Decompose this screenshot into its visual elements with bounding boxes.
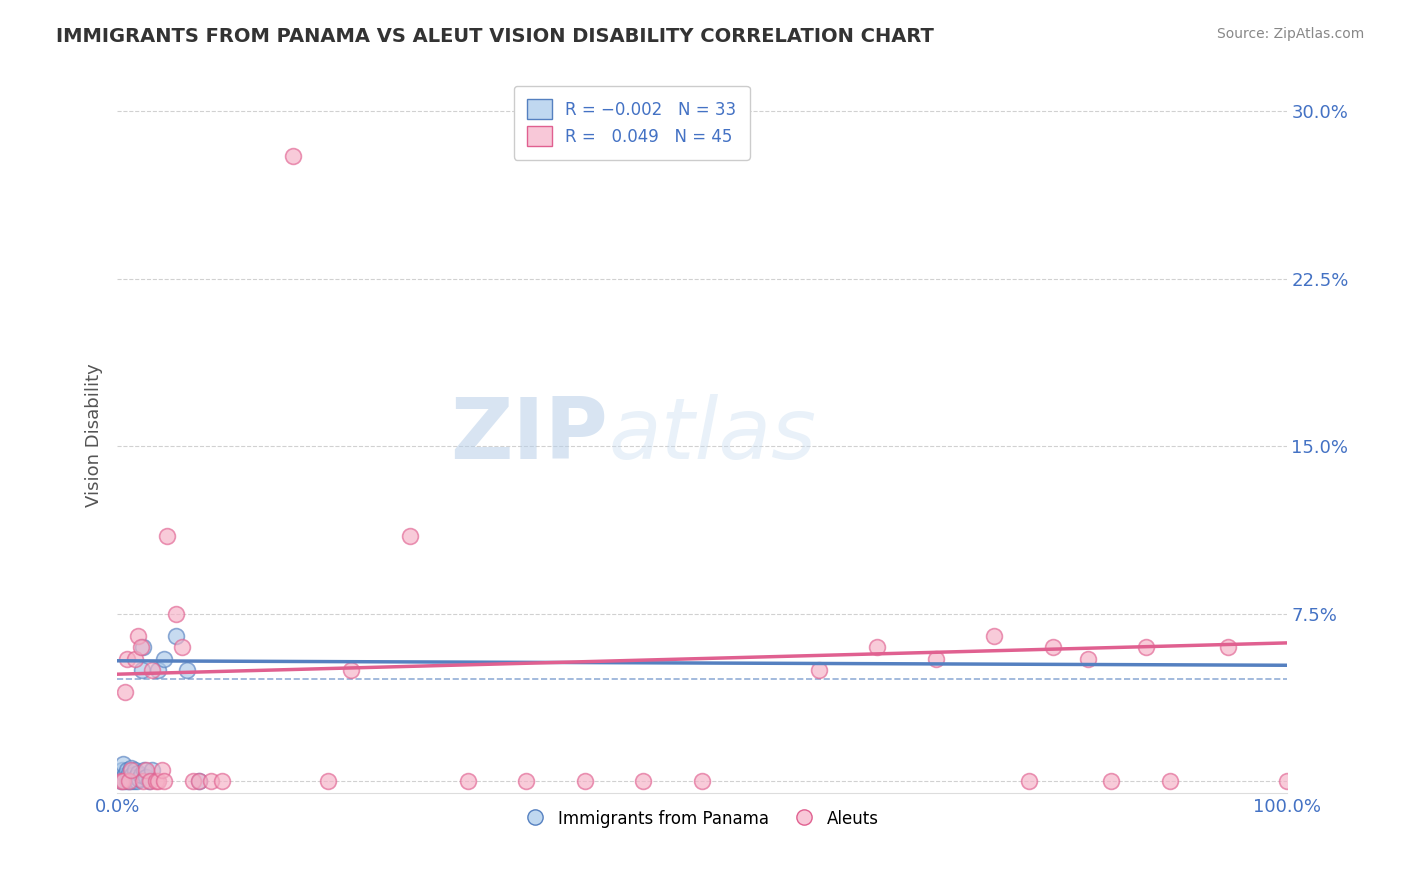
Text: IMMIGRANTS FROM PANAMA VS ALEUT VISION DISABILITY CORRELATION CHART: IMMIGRANTS FROM PANAMA VS ALEUT VISION D… — [56, 27, 934, 45]
Point — [866, 640, 889, 655]
Point — [117, 770, 139, 784]
Point — [141, 663, 163, 677]
Point — [112, 756, 135, 771]
Point — [115, 651, 138, 665]
Point — [1275, 774, 1298, 789]
Point — [156, 528, 179, 542]
Point — [135, 770, 157, 784]
Point — [132, 774, 155, 789]
Point — [110, 774, 132, 789]
Point — [1216, 640, 1239, 655]
Point — [188, 774, 211, 789]
Point — [170, 640, 193, 655]
Point — [118, 774, 141, 789]
Point — [145, 774, 167, 789]
Point — [1018, 774, 1040, 789]
Point — [165, 629, 187, 643]
Point — [120, 761, 142, 775]
Point — [132, 640, 155, 655]
Point — [127, 765, 149, 780]
Point — [114, 685, 136, 699]
Point — [200, 774, 222, 789]
Point — [118, 765, 141, 780]
Point — [127, 629, 149, 643]
Point — [128, 772, 150, 787]
Text: ZIP: ZIP — [450, 393, 609, 476]
Point — [129, 640, 152, 655]
Point — [120, 764, 142, 778]
Point — [111, 764, 134, 778]
Text: atlas: atlas — [609, 393, 817, 476]
Point — [574, 774, 596, 789]
Point — [398, 528, 420, 542]
Point — [807, 663, 830, 677]
Point — [1042, 640, 1064, 655]
Point — [281, 149, 304, 163]
Point — [112, 774, 135, 789]
Point — [316, 774, 339, 789]
Point — [165, 607, 187, 621]
Point — [188, 774, 211, 789]
Point — [118, 774, 141, 789]
Point — [129, 768, 152, 782]
Point — [983, 629, 1005, 643]
Point — [150, 764, 173, 778]
Point — [115, 774, 138, 789]
Point — [146, 774, 169, 789]
Point — [125, 774, 148, 789]
Point — [211, 774, 233, 789]
Point — [340, 663, 363, 677]
Point — [124, 651, 146, 665]
Point — [138, 774, 160, 789]
Point — [181, 774, 204, 789]
Point — [515, 774, 537, 789]
Legend: Immigrants from Panama, Aleuts: Immigrants from Panama, Aleuts — [517, 803, 886, 834]
Point — [110, 774, 132, 789]
Point — [112, 770, 135, 784]
Point — [153, 774, 176, 789]
Point — [124, 764, 146, 778]
Point — [153, 651, 176, 665]
Point — [112, 774, 135, 789]
Point — [125, 770, 148, 784]
Point — [122, 774, 145, 789]
Point — [690, 774, 713, 789]
Point — [1099, 774, 1122, 789]
Point — [114, 768, 136, 782]
Point — [121, 768, 143, 782]
Point — [1135, 640, 1157, 655]
Point — [633, 774, 655, 789]
Point — [1159, 774, 1181, 789]
Point — [131, 663, 153, 677]
Point — [146, 663, 169, 677]
Point — [457, 774, 479, 789]
Point — [118, 772, 141, 787]
Point — [176, 663, 198, 677]
Point — [115, 764, 138, 778]
Point — [1077, 651, 1099, 665]
Y-axis label: Vision Disability: Vision Disability — [86, 363, 103, 507]
Point — [925, 651, 948, 665]
Point — [135, 764, 157, 778]
Point — [141, 764, 163, 778]
Point — [139, 774, 162, 789]
Point — [132, 764, 155, 778]
Text: Source: ZipAtlas.com: Source: ZipAtlas.com — [1216, 27, 1364, 41]
Point — [120, 774, 142, 789]
